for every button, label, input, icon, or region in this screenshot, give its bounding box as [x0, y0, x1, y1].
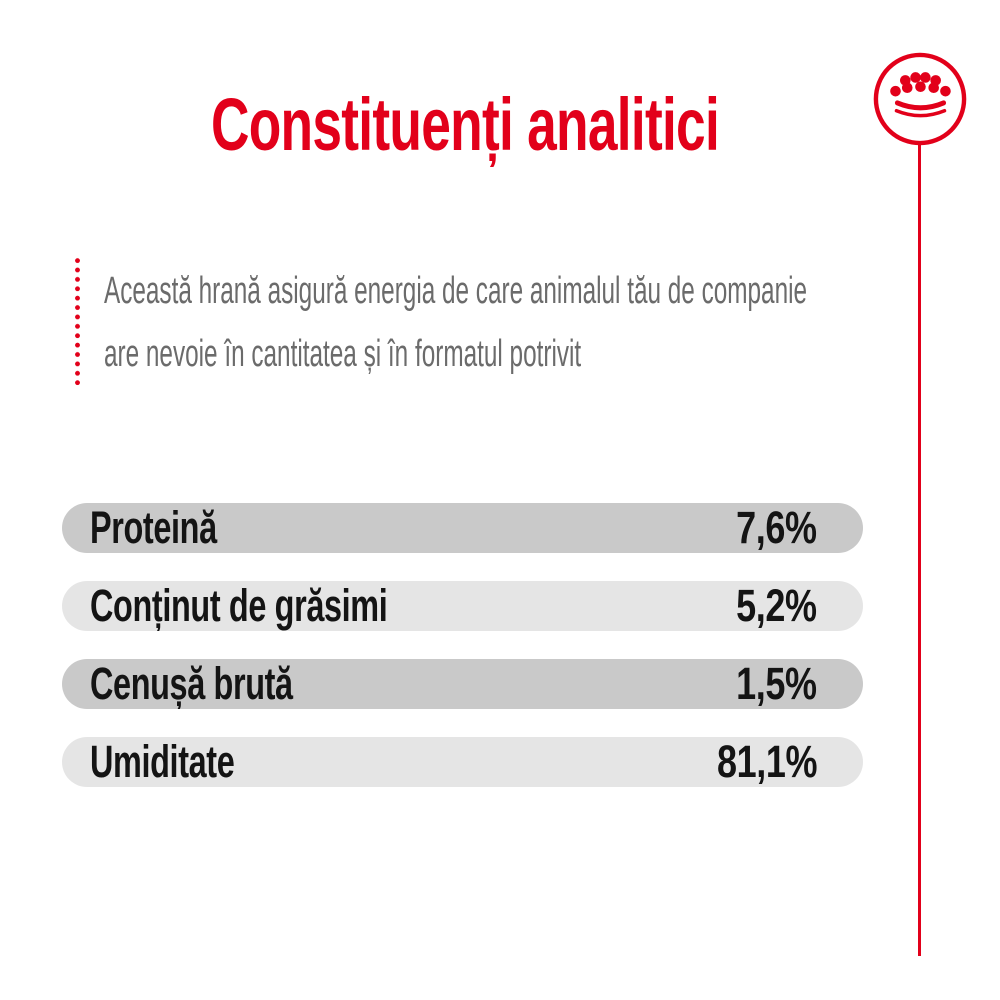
- table-row-grasimi: Conținut de grăsimi 5,2%: [62, 580, 863, 631]
- constituent-value: 1,5%: [736, 658, 818, 709]
- constituent-label: Umiditate: [90, 736, 235, 787]
- vertical-accent-line: [918, 145, 921, 956]
- constituent-label: Proteină: [90, 502, 217, 553]
- constituent-label: Cenușă brută: [90, 658, 293, 709]
- table-row-umiditate: Umiditate 81,1%: [62, 736, 863, 787]
- constituent-value: 7,6%: [736, 502, 818, 553]
- table-row-proteina: Proteină 7,6%: [62, 502, 863, 553]
- constituents-table: Proteină 7,6% Conținut de grăsimi 5,2% C…: [62, 502, 863, 815]
- royal-canin-crown-icon: [873, 52, 967, 146]
- constituent-label: Conținut de grăsimi: [90, 580, 388, 631]
- description-line-2: are nevoie în cantitatea și în formatul …: [104, 333, 582, 375]
- description-line-1: Această hrană asigură energia de care an…: [104, 270, 808, 312]
- table-row-cenusa: Cenușă brută 1,5%: [62, 658, 863, 709]
- dotted-accent-line: [75, 256, 80, 387]
- constituent-value: 81,1%: [716, 736, 817, 787]
- description-text: Această hrană asigură energia de care an…: [104, 260, 1000, 386]
- page-title: Constituenți analitici: [210, 83, 720, 166]
- constituent-value: 5,2%: [736, 580, 818, 631]
